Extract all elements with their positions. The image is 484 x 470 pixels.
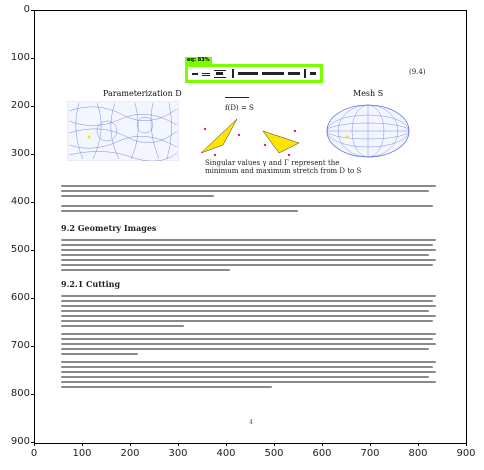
y-tick-300: 300: [0, 148, 34, 159]
page-number: 4: [249, 419, 253, 426]
image-axes: eq: 83% (9.4) Parameterization D Mesh S …: [34, 10, 467, 444]
equation-number: (9.4): [409, 68, 426, 76]
x-tick-800: 800: [403, 443, 433, 459]
y-tick-800: 800: [0, 388, 34, 399]
cutting-paragraph-1: [61, 295, 444, 330]
x-tick-300: 300: [163, 443, 193, 459]
mapping-label: f(D) = S: [225, 104, 254, 112]
y-tick-900: 900: [0, 436, 34, 447]
figure-caption-line-2: minimum and maximum stretch from D to S: [205, 167, 362, 175]
x-tick-500: 500: [259, 443, 289, 459]
triangle-mapping-diagram: [200, 118, 300, 157]
section-heading: 9.2 Geometry Images: [61, 223, 157, 233]
y-tick-100: 100: [0, 52, 34, 63]
panel-title-mesh: Mesh S: [353, 89, 384, 98]
x-tick-200: 200: [115, 443, 145, 459]
mapping-arrow: [225, 97, 249, 98]
y-tick-0: 0: [0, 4, 34, 15]
y-tick-700: 700: [0, 340, 34, 351]
equation-glyphs: [192, 69, 316, 78]
panel-title-parameterization: Parameterization D: [103, 89, 182, 98]
subsection-heading: 9.2.1 Cutting: [61, 279, 121, 289]
y-tick-200: 200: [0, 100, 34, 111]
x-tick-100: 100: [67, 443, 97, 459]
x-tick-0: 0: [19, 443, 49, 459]
detection-label: eq: 83%: [185, 57, 212, 64]
cutting-paragraph-2: [61, 333, 444, 358]
x-tick-700: 700: [355, 443, 385, 459]
document-page: eq: 83% (9.4) Parameterization D Mesh S …: [35, 11, 466, 443]
equation-detection-box: [185, 64, 323, 83]
x-tick-900: 900: [451, 443, 481, 459]
cutting-paragraph-3: [61, 361, 444, 391]
y-tick-600: 600: [0, 292, 34, 303]
figure-caption-line-1: Singular values γ and Γ represent the: [205, 159, 340, 167]
y-tick-400: 400: [0, 196, 34, 207]
mesh-s-image: [326, 104, 410, 158]
x-tick-400: 400: [211, 443, 241, 459]
y-tick-500: 500: [0, 244, 34, 255]
figure-text-block: [61, 185, 444, 200]
section-paragraph: [61, 239, 444, 274]
intro-paragraph: [61, 205, 444, 215]
parameterization-mesh-image: [67, 101, 179, 161]
x-tick-600: 600: [307, 443, 337, 459]
